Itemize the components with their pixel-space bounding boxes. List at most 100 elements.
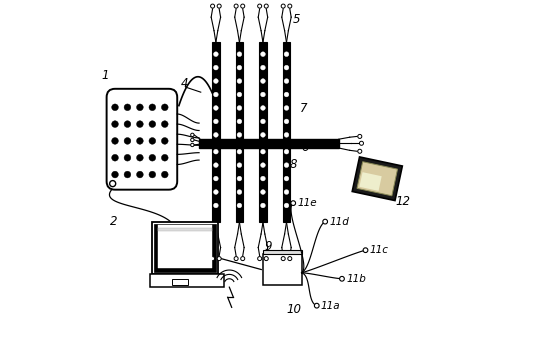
- Circle shape: [260, 163, 265, 167]
- Circle shape: [281, 257, 285, 261]
- Circle shape: [213, 176, 218, 181]
- Circle shape: [124, 154, 131, 161]
- Circle shape: [281, 4, 285, 8]
- Circle shape: [124, 104, 131, 111]
- Circle shape: [260, 65, 265, 70]
- Text: 11c: 11c: [369, 245, 389, 255]
- Circle shape: [137, 121, 143, 127]
- Circle shape: [213, 119, 218, 124]
- Circle shape: [211, 4, 214, 8]
- Circle shape: [213, 79, 218, 83]
- Circle shape: [211, 257, 214, 261]
- Circle shape: [149, 104, 155, 111]
- Circle shape: [284, 106, 289, 110]
- Circle shape: [213, 163, 218, 167]
- Circle shape: [237, 203, 242, 208]
- Circle shape: [237, 163, 242, 167]
- Bar: [283, 143, 290, 222]
- Circle shape: [137, 138, 143, 144]
- Circle shape: [284, 65, 289, 70]
- Circle shape: [217, 257, 221, 261]
- Circle shape: [237, 79, 242, 83]
- Circle shape: [213, 106, 218, 110]
- Circle shape: [124, 138, 131, 144]
- Circle shape: [111, 154, 118, 161]
- Circle shape: [358, 134, 362, 138]
- Circle shape: [237, 65, 242, 70]
- Circle shape: [234, 4, 238, 8]
- Bar: [236, 143, 243, 222]
- Circle shape: [217, 4, 221, 8]
- Text: 1: 1: [101, 69, 109, 82]
- Circle shape: [191, 138, 194, 142]
- Text: 5: 5: [293, 13, 301, 26]
- Circle shape: [288, 257, 292, 261]
- Bar: [263, 254, 302, 285]
- Circle shape: [124, 121, 131, 127]
- Bar: [263, 250, 302, 254]
- Circle shape: [284, 92, 289, 97]
- Text: 4: 4: [181, 77, 188, 90]
- Circle shape: [137, 154, 143, 161]
- Circle shape: [234, 257, 238, 261]
- Bar: [212, 42, 220, 143]
- Circle shape: [161, 104, 168, 111]
- Circle shape: [363, 248, 368, 253]
- Circle shape: [258, 257, 262, 261]
- Circle shape: [111, 171, 118, 178]
- Circle shape: [237, 190, 242, 194]
- Circle shape: [149, 154, 155, 161]
- Circle shape: [213, 92, 218, 97]
- Circle shape: [149, 171, 155, 178]
- Text: 3: 3: [159, 249, 166, 262]
- Circle shape: [260, 176, 265, 181]
- Text: 11e: 11e: [297, 198, 317, 208]
- Text: 11b: 11b: [346, 274, 366, 284]
- Circle shape: [213, 52, 218, 57]
- Circle shape: [137, 171, 143, 178]
- Circle shape: [237, 92, 242, 97]
- Circle shape: [260, 119, 265, 124]
- Text: 2: 2: [110, 215, 117, 228]
- Circle shape: [237, 149, 242, 154]
- Text: 12: 12: [396, 195, 411, 208]
- Circle shape: [161, 121, 168, 127]
- Circle shape: [264, 257, 269, 261]
- Circle shape: [137, 104, 143, 111]
- Circle shape: [260, 79, 265, 83]
- Bar: [154, 224, 215, 272]
- Circle shape: [260, 92, 265, 97]
- Circle shape: [284, 163, 289, 167]
- Circle shape: [264, 4, 269, 8]
- Circle shape: [360, 141, 363, 145]
- Bar: [158, 225, 212, 268]
- Circle shape: [213, 149, 218, 154]
- Circle shape: [260, 133, 265, 137]
- Circle shape: [237, 176, 242, 181]
- Bar: [212, 143, 220, 222]
- Circle shape: [241, 257, 245, 261]
- Text: 10: 10: [287, 302, 301, 316]
- Text: 11d: 11d: [329, 217, 349, 226]
- Circle shape: [124, 171, 131, 178]
- Bar: [259, 143, 266, 222]
- Bar: [236, 42, 243, 143]
- Circle shape: [161, 138, 168, 144]
- FancyBboxPatch shape: [107, 89, 177, 190]
- Circle shape: [237, 106, 242, 110]
- Text: 7: 7: [300, 102, 308, 116]
- Circle shape: [213, 133, 218, 137]
- Circle shape: [284, 149, 289, 154]
- Circle shape: [237, 119, 242, 124]
- Circle shape: [284, 52, 289, 57]
- Circle shape: [237, 52, 242, 57]
- Text: 6: 6: [302, 141, 309, 154]
- Bar: [172, 279, 188, 285]
- Circle shape: [260, 149, 265, 154]
- Circle shape: [284, 203, 289, 208]
- Circle shape: [241, 4, 245, 8]
- Circle shape: [284, 119, 289, 124]
- Bar: [352, 157, 403, 201]
- Circle shape: [111, 121, 118, 127]
- Circle shape: [213, 190, 218, 194]
